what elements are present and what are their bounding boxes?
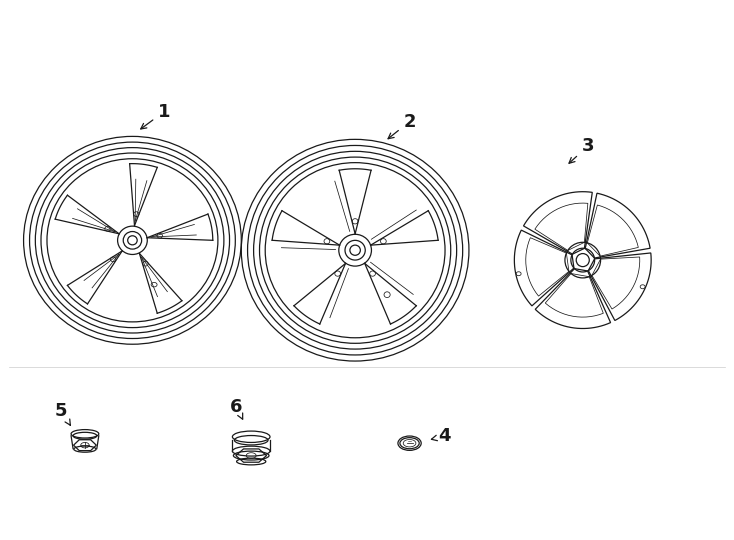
Text: 4: 4 bbox=[432, 427, 451, 446]
Text: 3: 3 bbox=[569, 137, 594, 163]
Text: 6: 6 bbox=[230, 397, 243, 419]
Text: 1: 1 bbox=[141, 103, 170, 129]
Text: 2: 2 bbox=[388, 112, 415, 139]
Text: 5: 5 bbox=[55, 402, 70, 426]
